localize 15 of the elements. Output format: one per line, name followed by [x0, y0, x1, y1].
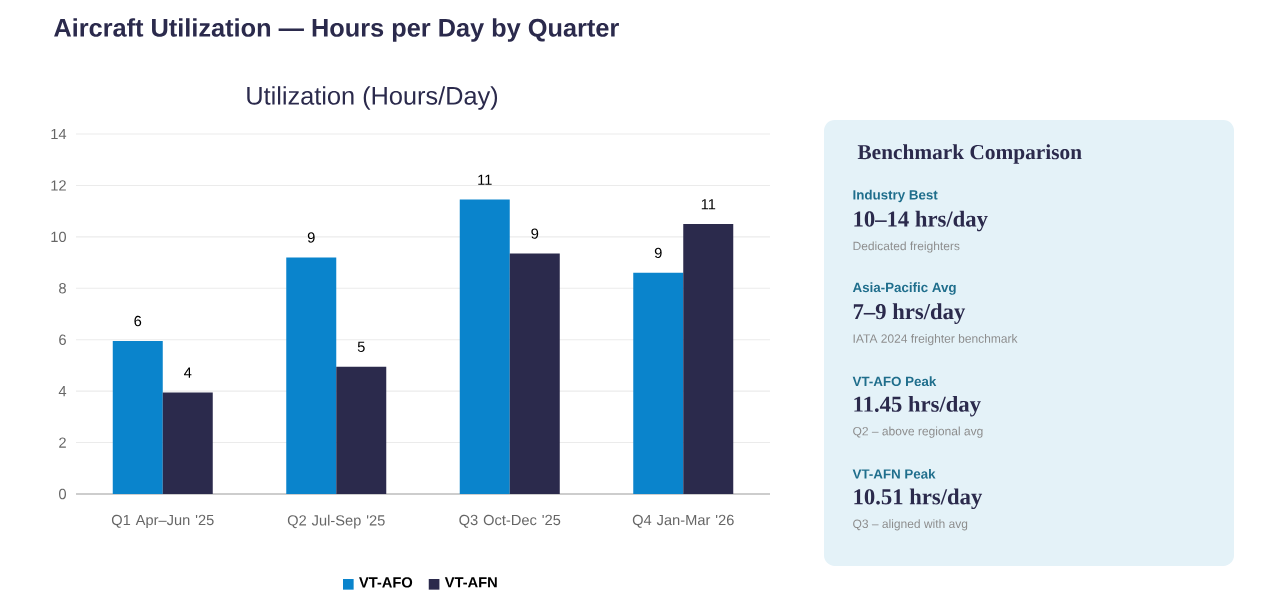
bar	[683, 223, 734, 494]
text: 10–14 hrs/day	[854, 210, 988, 232]
bar	[633, 272, 684, 494]
bar	[112, 340, 163, 494]
text: 10.51 hrs/day	[854, 488, 983, 510]
text: Benchmark Comparison	[857, 144, 1082, 164]
text: 11.45 hrs/day	[854, 395, 981, 417]
bar	[509, 253, 560, 494]
bar	[336, 366, 387, 494]
chart-subtitle: Utilization (Hours/Day)	[247, 86, 498, 110]
bar	[286, 257, 337, 494]
bar	[459, 199, 510, 494]
bar	[162, 392, 213, 494]
text: 7–9 hrs/day	[853, 303, 966, 324]
chart-title: Aircraft Utilization — Hours per Day by Quarter	[54, 18, 619, 42]
